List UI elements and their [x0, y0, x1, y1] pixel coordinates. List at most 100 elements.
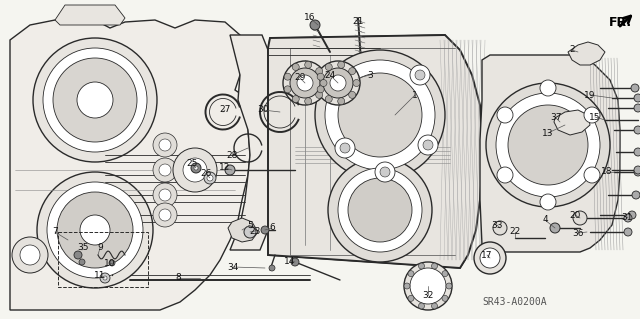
Circle shape: [153, 183, 177, 207]
Circle shape: [79, 259, 85, 265]
Circle shape: [103, 276, 107, 280]
Polygon shape: [268, 35, 472, 268]
Circle shape: [408, 295, 414, 301]
Circle shape: [431, 263, 438, 269]
Circle shape: [325, 95, 332, 102]
Circle shape: [423, 140, 433, 150]
Text: 27: 27: [220, 106, 230, 115]
Circle shape: [335, 70, 345, 80]
Circle shape: [159, 139, 171, 151]
Text: 1: 1: [412, 91, 418, 100]
Text: 5: 5: [247, 220, 253, 229]
Text: 16: 16: [304, 13, 316, 23]
Text: 10: 10: [104, 258, 116, 268]
Circle shape: [497, 167, 513, 183]
Text: 30: 30: [257, 106, 269, 115]
Circle shape: [291, 258, 299, 266]
Circle shape: [159, 189, 171, 201]
Circle shape: [624, 228, 632, 236]
Circle shape: [315, 50, 445, 180]
Circle shape: [493, 221, 507, 235]
Circle shape: [74, 251, 82, 259]
Circle shape: [634, 148, 640, 156]
Text: 31: 31: [621, 212, 633, 221]
Circle shape: [292, 95, 300, 102]
Circle shape: [540, 80, 556, 96]
Text: 2: 2: [569, 46, 575, 55]
Circle shape: [53, 58, 137, 142]
Bar: [58, 232, 148, 287]
Text: 33: 33: [492, 220, 503, 229]
Text: FR.: FR.: [609, 16, 632, 28]
Circle shape: [283, 61, 327, 105]
Polygon shape: [55, 5, 125, 25]
Text: 28: 28: [227, 151, 237, 160]
Circle shape: [109, 260, 115, 266]
Text: 18: 18: [601, 167, 612, 176]
Circle shape: [634, 168, 640, 176]
Circle shape: [338, 61, 345, 68]
Text: 4: 4: [542, 216, 548, 225]
Text: 15: 15: [589, 113, 601, 122]
Text: 14: 14: [284, 256, 296, 265]
Circle shape: [37, 172, 153, 288]
Circle shape: [335, 138, 355, 158]
Polygon shape: [568, 42, 605, 65]
Circle shape: [410, 65, 430, 85]
Circle shape: [33, 38, 157, 162]
Circle shape: [12, 237, 48, 273]
Circle shape: [419, 263, 424, 269]
Circle shape: [305, 61, 312, 68]
Polygon shape: [230, 35, 280, 250]
Text: 37: 37: [550, 114, 562, 122]
Polygon shape: [228, 218, 258, 242]
Circle shape: [508, 105, 588, 185]
Circle shape: [418, 135, 438, 155]
Circle shape: [316, 68, 323, 75]
Text: 13: 13: [542, 129, 554, 137]
Circle shape: [310, 20, 320, 30]
Circle shape: [404, 283, 410, 289]
Polygon shape: [268, 35, 482, 268]
Circle shape: [284, 73, 291, 80]
Circle shape: [153, 158, 177, 182]
Circle shape: [77, 82, 113, 118]
Circle shape: [297, 75, 313, 91]
Circle shape: [204, 172, 216, 184]
Circle shape: [316, 61, 360, 105]
Circle shape: [486, 83, 610, 207]
Circle shape: [338, 73, 422, 157]
Circle shape: [330, 65, 350, 85]
Circle shape: [316, 91, 323, 98]
Circle shape: [631, 84, 639, 92]
Polygon shape: [480, 55, 620, 252]
Circle shape: [330, 75, 346, 91]
Circle shape: [340, 143, 350, 153]
Circle shape: [338, 98, 345, 105]
Circle shape: [632, 191, 640, 199]
Text: 35: 35: [77, 243, 89, 253]
Circle shape: [317, 86, 324, 93]
Circle shape: [325, 63, 332, 70]
Circle shape: [100, 273, 110, 283]
Circle shape: [634, 104, 640, 112]
Circle shape: [194, 166, 198, 170]
Text: 22: 22: [509, 227, 520, 236]
Text: 11: 11: [94, 271, 106, 280]
Circle shape: [225, 165, 235, 175]
Circle shape: [338, 168, 422, 252]
Circle shape: [380, 167, 390, 177]
Text: 3: 3: [367, 70, 373, 79]
Circle shape: [207, 175, 213, 181]
Circle shape: [261, 226, 269, 234]
Circle shape: [634, 126, 640, 134]
Text: 20: 20: [570, 211, 580, 219]
Circle shape: [80, 215, 110, 245]
Circle shape: [159, 209, 171, 221]
Text: 19: 19: [584, 91, 596, 100]
Text: 29: 29: [294, 73, 306, 83]
Text: 6: 6: [269, 224, 275, 233]
Circle shape: [348, 178, 412, 242]
Circle shape: [474, 242, 506, 274]
Circle shape: [290, 68, 320, 98]
